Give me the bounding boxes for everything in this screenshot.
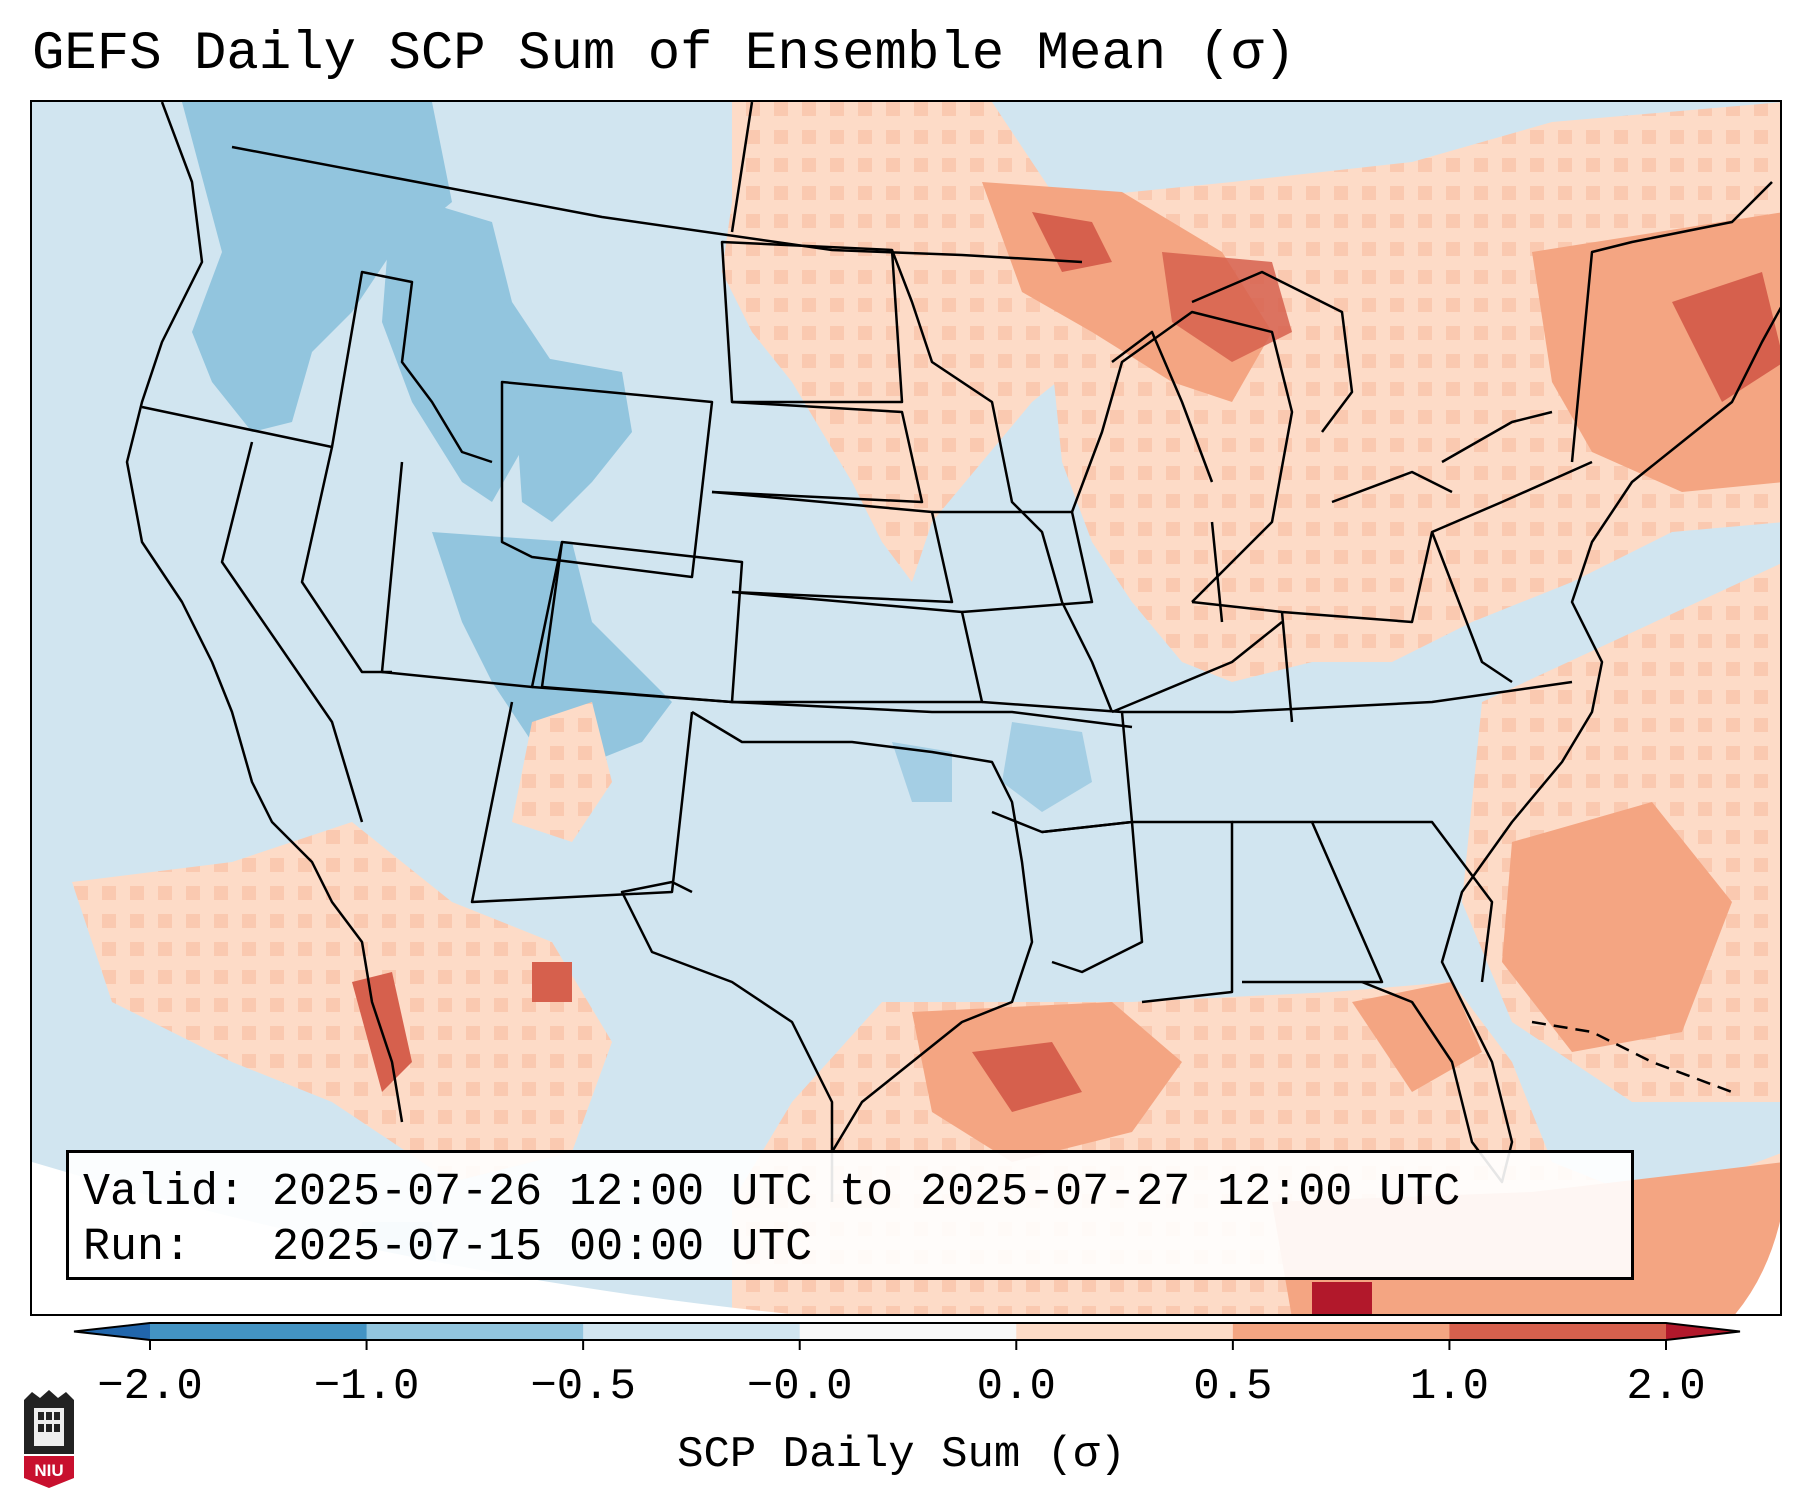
nevada-east — [300, 446, 392, 674]
lake-ontario-shore — [1441, 410, 1553, 464]
iowa — [932, 510, 1094, 614]
region-utah-colorado — [432, 532, 672, 762]
run-label: Run: — [83, 1222, 246, 1273]
colorbar-outline — [73, 1322, 1741, 1341]
region-idaho — [382, 192, 552, 502]
south-dakota — [711, 400, 924, 504]
texas-south — [620, 880, 834, 1152]
region-mexico-core — [532, 962, 572, 1002]
mississippi-alabama — [1132, 820, 1234, 1004]
colorbar-extend-min — [74, 1323, 150, 1340]
region-maine-core — [1672, 272, 1780, 402]
valid-label: Valid: — [83, 1167, 246, 1218]
map-canvas — [32, 102, 1780, 1314]
or-id-border — [141, 270, 493, 464]
region-gulf-inner — [972, 1042, 1082, 1112]
minnesota-iowa-east — [890, 249, 1114, 713]
colorbar-extend-max — [1666, 1323, 1740, 1340]
cuba-outline — [1531, 1020, 1733, 1094]
kansas — [731, 590, 984, 704]
colorbar-tick-label: 1.0 — [1409, 1362, 1490, 1412]
ny-new-england — [1570, 181, 1773, 463]
dakotas — [720, 240, 904, 404]
louisiana — [1041, 820, 1144, 974]
colorbar-tick-label: 0.5 — [1193, 1362, 1273, 1412]
valid-line: Valid: 2025-07-26 12:00 UTC to 2025-07-2… — [83, 1165, 1631, 1220]
lake-michigan-shore — [1111, 330, 1214, 483]
colorbar-tick-label: 2.0 — [1626, 1362, 1706, 1412]
colorbar-segment — [1016, 1323, 1234, 1340]
wyoming — [500, 380, 714, 579]
region-new-england — [1532, 212, 1780, 492]
colorbar-segment — [583, 1323, 801, 1340]
nv-ca-border — [220, 441, 364, 823]
nd-west — [730, 102, 754, 233]
lake-erie-shore — [1331, 470, 1453, 504]
run-line: Run: 2025-07-15 00:00 UTC — [83, 1220, 1631, 1275]
colorbar-tick-label: −0.5 — [530, 1362, 636, 1412]
region-pacific-northwest — [182, 102, 452, 432]
colorbar-tick-label: 0.0 — [976, 1362, 1056, 1412]
ky-south — [1111, 621, 1283, 714]
domain-edge-mask-right — [1735, 1221, 1780, 1314]
colorbar-segment — [799, 1323, 1017, 1340]
valid-run-info-box: Valid: 2025-07-26 12:00 UTC to 2025-07-2… — [66, 1150, 1634, 1280]
utah — [380, 461, 564, 689]
tennessee-nc — [1122, 680, 1573, 714]
region-new-mexico — [512, 702, 612, 842]
alabama-georgia — [1232, 820, 1384, 984]
lake-huron-shore — [1191, 270, 1354, 433]
georgia-sc — [1312, 820, 1494, 983]
il-in — [1210, 521, 1224, 623]
colorbar-tick-label: −0.0 — [746, 1362, 853, 1412]
colorbar-tick-label: −2.0 — [97, 1362, 203, 1412]
region-caribbean-core — [1312, 1282, 1372, 1314]
region-northern-mexico — [72, 822, 612, 1182]
valid-text: 2025-07-26 12:00 UTC to 2025-07-27 12:00… — [272, 1167, 1461, 1218]
colorbar-segment — [150, 1323, 368, 1340]
region-north-dakota-north — [732, 102, 852, 282]
region-lake-superior-core — [1032, 212, 1112, 272]
ohio-pa — [1191, 460, 1593, 624]
colorbar-segment — [1449, 1323, 1667, 1340]
us-canada-border — [231, 145, 1083, 264]
run-text: 2025-07-15 00:00 UTC — [272, 1222, 813, 1273]
region-oklahoma — [892, 742, 952, 802]
wv-va — [1430, 531, 1513, 684]
region-arkansas — [1002, 722, 1092, 812]
wisconsin-michigan — [1070, 310, 1294, 603]
logo-text: NIU — [34, 1461, 63, 1480]
colorbar-label: SCP Daily Sum (σ) — [677, 1430, 1126, 1480]
niu-shield-icon: NIU — [24, 1390, 74, 1488]
region-michigan-core — [1162, 252, 1292, 362]
region-wyoming-west — [512, 352, 632, 522]
colorbar-tick-label: −1.0 — [313, 1362, 420, 1412]
colorbar-segment — [1232, 1323, 1450, 1340]
pacific-coast — [125, 102, 404, 1123]
in-ky — [1280, 611, 1294, 723]
map-panel — [30, 100, 1782, 1316]
region-atlantic-core — [1502, 802, 1732, 1052]
nebraska — [711, 490, 954, 604]
colorbar-segment — [366, 1323, 584, 1340]
chart-title: GEFS Daily SCP Sum of Ensemble Mean (σ) — [32, 24, 1296, 85]
texas-east — [691, 710, 1034, 1202]
new-mexico — [470, 701, 694, 904]
region-florida-gulf — [1352, 982, 1482, 1092]
